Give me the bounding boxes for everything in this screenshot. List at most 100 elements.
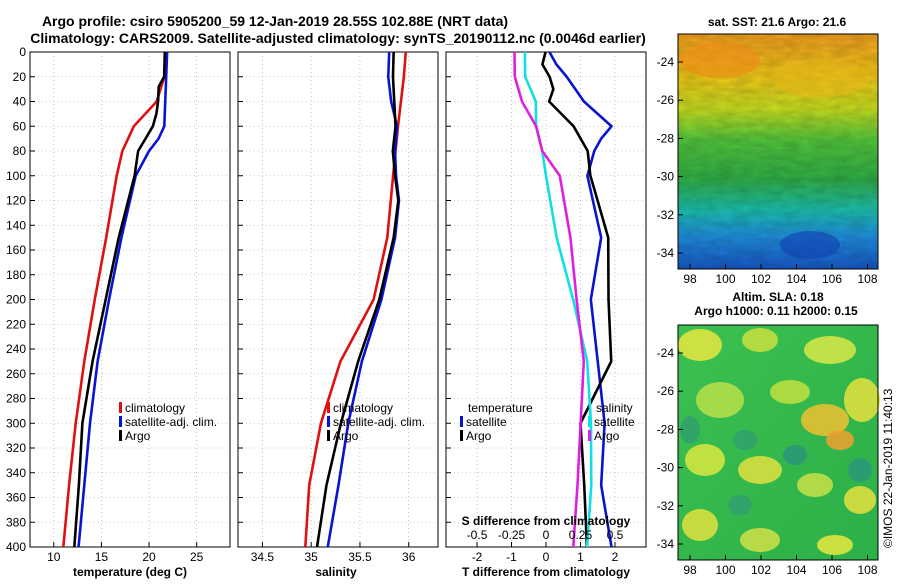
sst-warm-patch (680, 42, 760, 78)
lat-tick-label: -32 (657, 208, 675, 222)
depth-tick-label: 380 (6, 515, 26, 529)
lat-tick-label: -30 (657, 170, 675, 184)
lon-tick-label: 104 (786, 563, 806, 577)
lat-tick-label: -24 (657, 55, 675, 69)
sst-map-frame (677, 33, 879, 270)
temperature-panel: 0 20 40 60 80 100 120 140 160 180 200 220 240 260 280 3… (6, 45, 231, 579)
sla-blob (804, 336, 856, 364)
lon-tick-label: 106 (822, 272, 842, 286)
s-diff-tick-label: -0.25 (498, 528, 526, 542)
series-line-argo (315, 51, 400, 548)
sla-blob (848, 458, 872, 482)
t-difference-x-ticks: -2 -1 0 1 2 (472, 542, 619, 564)
x-tick-label: 25 (190, 550, 204, 564)
sla-blob (770, 380, 810, 404)
lat-tick-label: -26 (657, 384, 675, 398)
lat-tick-label: -24 (657, 346, 675, 360)
sla-blob (738, 456, 782, 484)
depth-tick-label: 300 (6, 416, 26, 430)
lon-tick-label: 104 (786, 272, 806, 286)
lon-tick-label: 100 (715, 272, 735, 286)
lat-tick-label: -28 (657, 422, 675, 436)
depth-tick-label: 40 (13, 95, 27, 109)
temperature-x-ticks: 10 15 20 25 (47, 542, 204, 564)
x-tick-label: 10 (47, 550, 61, 564)
depth-tick-label: 180 (6, 268, 26, 282)
sla-blob (733, 430, 757, 450)
depth-tick-label: 140 (6, 218, 26, 232)
lat-tick-label: -34 (657, 246, 675, 260)
lon-tick-label: 108 (857, 272, 877, 286)
legend-header-salinity: salinity (596, 401, 633, 415)
sla-blob (817, 535, 853, 555)
sla-blob (685, 444, 725, 476)
lat-tick-label: -30 (657, 461, 675, 475)
sla-lon-ticks: 98 100 102 104 106 108 (683, 555, 878, 577)
depth-tick-label: 0 (19, 45, 26, 59)
sst-map-title: sat. SST: 21.6 Argo: 21.6 (708, 15, 847, 29)
x-tick-label: 1 (577, 550, 584, 564)
legend-swatch-climatology (327, 402, 330, 413)
sla-blob (844, 486, 876, 514)
legend-swatch-t-argo (460, 430, 463, 441)
lon-tick-label: 106 (822, 563, 842, 577)
difference-panel: -2 -1 0 1 2 -0.5 -0.25 0 0.25 0.5 T difference f… (445, 51, 647, 579)
legend-swatch-satellite-adj (327, 416, 330, 427)
depth-tick-label: 200 (6, 293, 26, 307)
depth-tick-label: 360 (6, 491, 26, 505)
legend-label-t-satellite: satellite (466, 415, 507, 429)
lat-tick-label: -32 (657, 499, 675, 513)
lat-tick-label: -34 (657, 537, 675, 551)
sla-lat-ticks: -24 -26 -28 -30 -32 -34 (657, 346, 683, 551)
lat-tick-label: -26 (657, 93, 675, 107)
legend-header-temperature: temperature (468, 401, 533, 415)
x-tick-label: 2 (612, 550, 619, 564)
sla-map-title-2: Argo h1000: 0.11 h2000: 0.15 (694, 304, 858, 318)
lon-tick-label: 98 (683, 272, 697, 286)
sla-blob (742, 328, 778, 352)
sla-anomaly-blobs (678, 328, 880, 555)
legend-label-satellite-adj: satellite-adj. clim. (125, 415, 217, 429)
depth-tick-label: 100 (6, 169, 26, 183)
salinity-panel: 34.5 35 35.5 36 salinity climatology satell… (237, 51, 439, 579)
legend-swatch-t-satellite (460, 416, 463, 427)
sst-lat-ticks: -24 -26 -28 -30 -32 -34 (657, 55, 683, 260)
legend-label-satellite-adj: satellite-adj. clim. (333, 415, 425, 429)
sla-blob (801, 404, 849, 436)
sla-blob (783, 445, 807, 465)
salinity-x-label: salinity (315, 565, 357, 579)
x-tick-label: -1 (506, 550, 517, 564)
legend-swatch-climatology (119, 402, 122, 413)
x-tick-label: 34.5 (251, 550, 275, 564)
s-diff-tick-label: 0.5 (607, 528, 624, 542)
sla-blob (728, 495, 752, 515)
temperature-gridlines (30, 51, 230, 548)
title-line-2: Climatology: CARS2009. Satellite-adjuste… (30, 30, 645, 46)
sst-map: -24 -26 -28 -30 -32 -34 98 100 102 104 106 108 (657, 33, 879, 286)
x-tick-label: -2 (472, 550, 483, 564)
legend-label-t-argo: Argo (466, 429, 492, 443)
legend-swatch-argo (119, 430, 122, 441)
depth-tick-label: 260 (6, 367, 26, 381)
lon-tick-label: 102 (751, 272, 771, 286)
series-line-s-satellite (523, 51, 593, 548)
sst-cold-patch (780, 231, 840, 259)
legend-label-climatology: climatology (125, 401, 185, 415)
salinity-series (304, 51, 408, 548)
depth-tick-label: 80 (13, 144, 27, 158)
lon-tick-label: 100 (715, 563, 735, 577)
depth-tick-label: 320 (6, 441, 26, 455)
sla-map-frame (677, 324, 879, 561)
legend-swatch-s-argo (588, 430, 591, 441)
sla-map-title-1: Altim. SLA: 0.18 (732, 290, 824, 304)
salinity-x-ticks: 34.5 35 35.5 36 (251, 542, 416, 564)
series-line-argo (73, 51, 167, 548)
depth-tick-label: 20 (13, 70, 27, 84)
depth-tick-label: 340 (6, 466, 26, 480)
temperature-series (62, 51, 169, 548)
sla-map: -24 -26 -28 -30 -32 -34 98 100 102 104 106 108 (657, 324, 880, 577)
sla-blob (682, 509, 718, 541)
depth-tick-label: 280 (6, 392, 26, 406)
legend-label-argo: Argo (333, 429, 359, 443)
